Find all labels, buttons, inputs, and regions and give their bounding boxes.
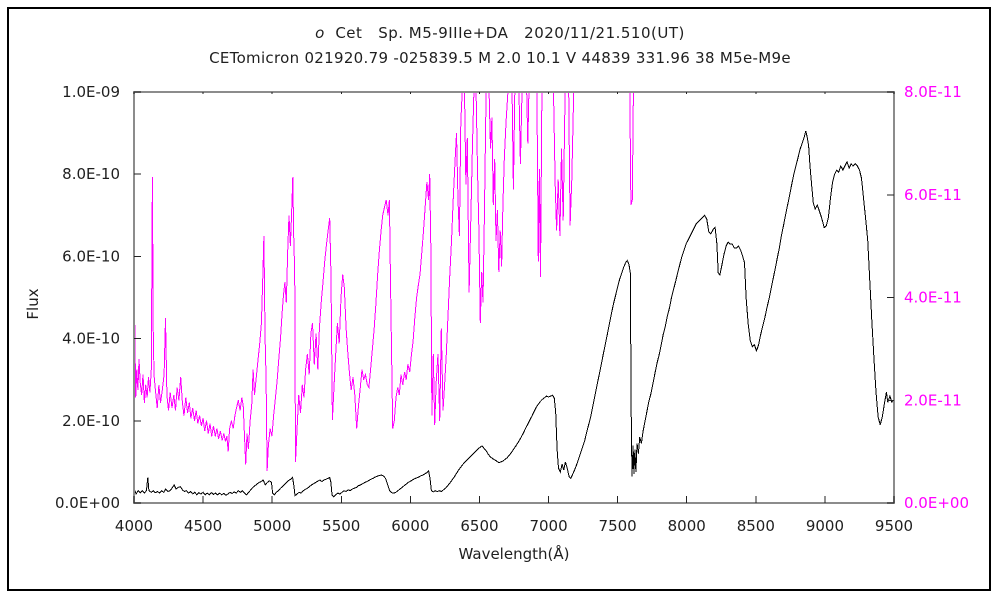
spectrum-curve-spectrum-black <box>133 130 895 498</box>
y-tick-label-right: 6.0E-11 <box>904 186 962 204</box>
star-name-italic: o <box>315 24 325 42</box>
x-tick-label: 9500 <box>875 517 913 535</box>
x-tick-label: 8500 <box>737 517 775 535</box>
y-tick-label-left: 2.0E-10 <box>62 412 120 430</box>
y-tick-label-right: 8.0E-11 <box>904 83 962 101</box>
y-tick-label-left: 4.0E-10 <box>62 330 120 348</box>
y-tick-label-left: 0.0E+00 <box>55 494 120 512</box>
y-tick-label-left: 6.0E-10 <box>62 247 120 265</box>
x-tick-label: 6000 <box>391 517 429 535</box>
x-tick-label: 5000 <box>253 517 291 535</box>
x-tick-label: 4000 <box>115 517 153 535</box>
y-tick-label-right: 0.0E+00 <box>904 494 969 512</box>
chart-title-text: Cet Sp. M5-9IIIe+DA 2020/11/21.510(UT) <box>324 24 685 42</box>
x-tick-label: 6500 <box>460 517 498 535</box>
chart-subtitle: CETomicron 021920.79 -025839.5 M 2.0 10.… <box>209 49 791 67</box>
chart-title: o Cet Sp. M5-9IIIe+DA 2020/11/21.510(UT) <box>0 24 1000 42</box>
x-tick-label: 4500 <box>184 517 222 535</box>
x-tick-label: 9000 <box>806 517 844 535</box>
y-axis-label-left: Flux <box>24 288 42 320</box>
x-tick-label: 8000 <box>668 517 706 535</box>
y-tick-label-right: 2.0E-11 <box>904 391 962 409</box>
image-border <box>7 7 991 591</box>
x-axis-label: Wavelength(Å) <box>458 545 570 563</box>
y-tick-label-left: 8.0E-10 <box>62 165 120 183</box>
x-tick-label: 5500 <box>322 517 360 535</box>
y-tick-label-right: 4.0E-11 <box>904 289 962 307</box>
x-tick-label: 7500 <box>599 517 637 535</box>
y-tick-label-left: 1.0E-09 <box>62 83 120 101</box>
x-tick-label: 7000 <box>529 517 567 535</box>
